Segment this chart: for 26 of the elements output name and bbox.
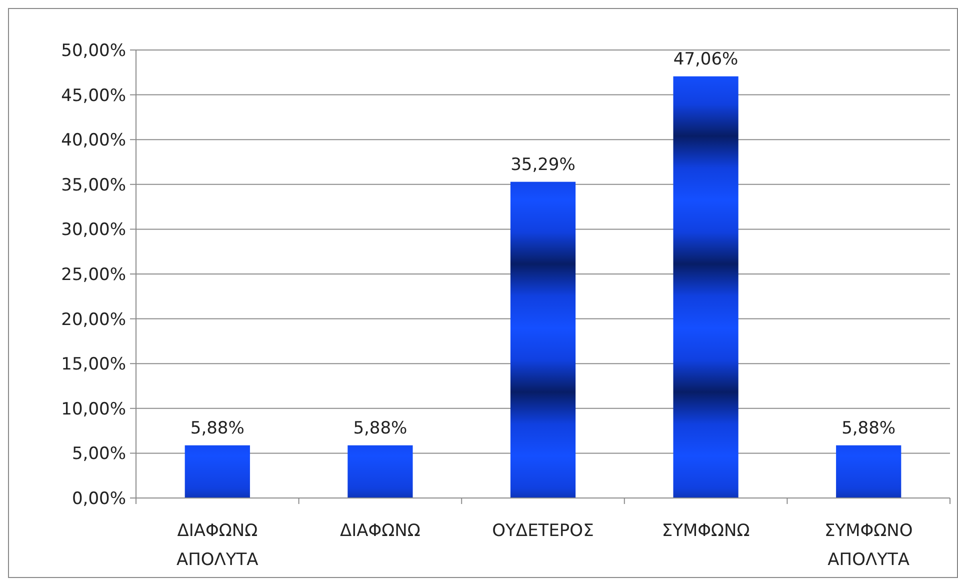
- x-tick-label: ΔΙΑΦΩΝΩ ΑΠΟΛΥΤΑ: [176, 521, 259, 570]
- y-tick-label: 35,00%: [61, 175, 126, 196]
- y-tick-label: 5,00%: [72, 444, 126, 464]
- x-tick-label: ΣΥΜΦΩΝΩ: [662, 521, 750, 541]
- bar: [673, 76, 738, 498]
- y-tick-label: 45,00%: [61, 86, 126, 106]
- y-tick-label: 0,00%: [72, 488, 126, 509]
- data-label: 47,06%: [673, 49, 738, 70]
- y-tick-label: 20,00%: [61, 310, 126, 330]
- y-tick-label: 15,00%: [61, 354, 126, 375]
- x-tick-label: ΣΥΜΦΩΝΟ ΑΠΟΛΥΤΑ: [824, 521, 913, 570]
- bar: [184, 445, 250, 498]
- y-tick-label: 25,00%: [61, 264, 126, 285]
- bar: [510, 182, 576, 498]
- y-tick-label: 50,00%: [61, 40, 126, 61]
- data-label: 5,88%: [353, 418, 408, 438]
- y-tick-label: 10,00%: [61, 399, 126, 420]
- x-tick-label: ΔΙΑΦΩΝΩ: [340, 521, 420, 541]
- data-label: 5,88%: [190, 418, 244, 438]
- x-tick-label: ΟΥΔΕΤΕΡΟΣ: [492, 521, 594, 541]
- data-label: 35,29%: [510, 154, 576, 175]
- data-label: 5,88%: [842, 418, 896, 438]
- bar: [348, 445, 413, 498]
- y-tick-label: 40,00%: [61, 130, 126, 151]
- bar: [836, 445, 902, 498]
- y-tick-label: 30,00%: [61, 220, 126, 240]
